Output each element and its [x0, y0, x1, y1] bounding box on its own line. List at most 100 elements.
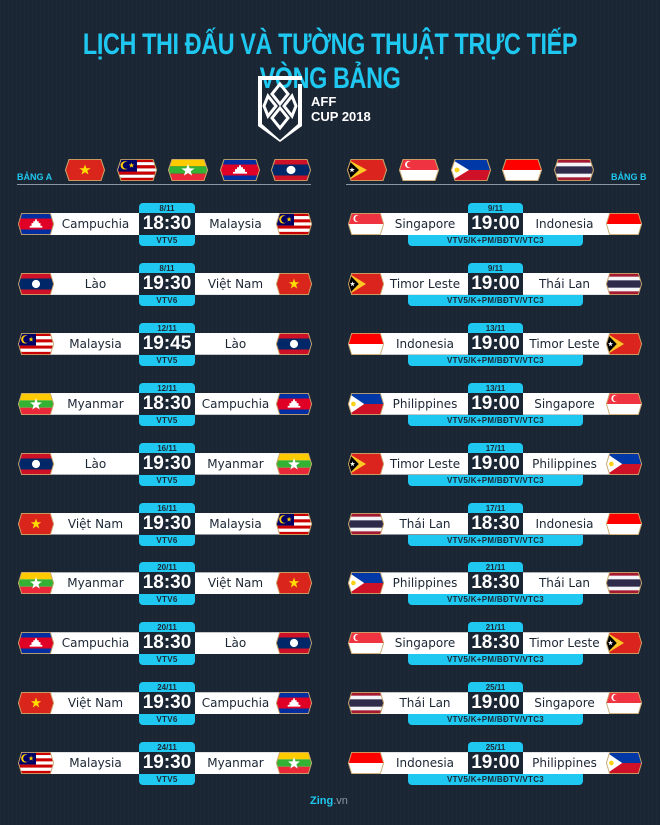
tv-channel: VTV5/K+PM/BĐTV/VTC3: [408, 534, 583, 546]
home-team: Myanmar: [67, 396, 124, 411]
aff-cup-logo: [258, 76, 302, 142]
flag-vietnam-icon: [65, 159, 105, 181]
match-date: 20/11: [139, 622, 195, 635]
match-row[interactable]: Việt Nam Malaysia 16/11 19:30 VTV6: [18, 502, 312, 546]
tv-channel: VTV6: [139, 714, 195, 726]
flag-philippines-icon: [348, 392, 384, 415]
flag-philippines-icon: [451, 159, 491, 181]
home-team: Việt Nam: [67, 516, 124, 531]
kickoff-time: 19:00: [468, 752, 523, 775]
tv-channel: VTV5: [139, 774, 195, 786]
home-team: Indonesia: [395, 756, 455, 771]
match-date: 13/11: [468, 382, 523, 395]
kickoff-time: 19:30: [139, 752, 195, 775]
kickoff-time: 19:30: [139, 512, 195, 535]
away-team: Indonesia: [535, 217, 594, 231]
home-team: Thái Lan: [399, 516, 451, 531]
match-date: 16/11: [139, 502, 195, 515]
home-team: Thái Lan: [399, 696, 451, 711]
match-row[interactable]: Campuchia Malaysia 8/11 18:30 VTV5: [18, 203, 312, 246]
away-team: Philippines: [532, 456, 597, 471]
away-team: Việt Nam: [207, 576, 264, 591]
home-team: Myanmar: [67, 576, 124, 591]
away-team: Timor Leste: [529, 636, 600, 651]
kickoff-time: 18:30: [139, 392, 195, 415]
match-date: 24/11: [139, 682, 195, 695]
flag-cambodia-icon: [276, 392, 312, 415]
tv-channel: VTV5/K+PM/BĐTV/VTC3: [408, 714, 583, 726]
away-team: Campuchia: [201, 396, 270, 411]
flag-malaysia-icon: [18, 752, 54, 775]
tv-channel: VTV6: [139, 294, 195, 306]
tv-channel: VTV5/K+PM/BĐTV/VTC3: [408, 474, 583, 486]
flag-laos-icon: [18, 452, 54, 475]
away-team: Malaysia: [209, 516, 262, 531]
flag-malaysia-icon: [276, 512, 312, 535]
home-team: Philippines: [392, 396, 458, 411]
kickoff-time: 19:30: [139, 692, 195, 715]
match-row[interactable]: Indonesia Philippines 25/11 19:00 VTV5/K…: [348, 742, 642, 786]
match-row[interactable]: Myanmar Việt Nam 20/11 18:30 VTV6: [18, 562, 312, 606]
flag-indonesia-icon: [606, 512, 642, 535]
match-row[interactable]: Lào Myanmar 16/11 19:30 VTV5: [18, 442, 312, 486]
match-row[interactable]: Việt Nam Campuchia 24/11 19:30 VTV6: [18, 682, 312, 726]
match-row[interactable]: Thái Lan Indonesia 17/11 18:30 VTV5/K+PM…: [348, 502, 642, 546]
match-row[interactable]: Timor Leste Philippines 17/11 19:00 VTV5…: [348, 442, 642, 486]
match-row[interactable]: Malaysia Lào 12/11 19:45 VTV5: [18, 322, 312, 366]
flag-thailand-icon: [606, 272, 642, 295]
flag-timor-leste-icon: [348, 272, 384, 295]
tv-channel: VTV5: [139, 654, 195, 666]
match-row[interactable]: Malaysia Myanmar 24/11 19:30 VTV5: [18, 742, 312, 786]
tv-channel: VTV5/K+PM/BĐTV/VTC3: [408, 774, 583, 786]
match-date: 20/11: [139, 562, 195, 575]
match-row[interactable]: Singapore Indonesia 9/11 19:00 VTV5/K+PM…: [348, 203, 642, 246]
match-row[interactable]: Thái Lan Singapore 25/11 19:00 VTV5/K+PM…: [348, 682, 642, 726]
flag-indonesia-icon: [348, 332, 384, 355]
kickoff-time: 19:00: [468, 452, 523, 475]
home-team: Timor Leste: [389, 456, 461, 471]
match-row[interactable]: Indonesia Timor Leste 13/11 19:00 VTV5/K…: [348, 322, 642, 366]
kickoff-time: 18:30: [468, 572, 523, 595]
home-team: Malaysia: [69, 756, 122, 771]
match-row[interactable]: Timor Leste Thái Lan 9/11 19:00 VTV5/K+P…: [348, 262, 642, 306]
logo-line2: CUP 2018: [311, 109, 371, 124]
match-row[interactable]: Lào Việt Nam 8/11 19:30 VTV6: [18, 262, 312, 306]
match-date: 17/11: [468, 442, 523, 455]
group-a-divider: [17, 184, 311, 185]
flag-thailand-icon: [348, 692, 384, 715]
away-team: Myanmar: [207, 756, 264, 771]
match-row[interactable]: Singapore Timor Leste 21/11 18:30 VTV5/K…: [348, 622, 642, 666]
away-team: Indonesia: [535, 516, 594, 531]
away-team: Lào: [224, 636, 247, 651]
match-row[interactable]: Philippines Singapore 13/11 19:00 VTV5/K…: [348, 382, 642, 426]
match-date: 8/11: [139, 262, 195, 275]
flag-cambodia-icon: [18, 632, 54, 655]
tv-channel: VTV5/K+PM/BĐTV/VTC3: [408, 235, 583, 246]
kickoff-time: 19:30: [139, 452, 195, 475]
home-team: Singapore: [394, 636, 456, 651]
flag-indonesia-icon: [502, 159, 542, 181]
home-team: Indonesia: [395, 336, 455, 351]
match-date: 21/11: [468, 622, 523, 635]
match-row[interactable]: Philippines Thái Lan 21/11 18:30 VTV5/K+…: [348, 562, 642, 606]
away-team: Myanmar: [207, 456, 264, 471]
home-team: Singapore: [394, 217, 456, 231]
flag-indonesia-icon: [606, 213, 642, 235]
flag-singapore-icon: [399, 159, 439, 181]
match-row[interactable]: Campuchia Lào 20/11 18:30 VTV5: [18, 622, 312, 666]
match-date: 16/11: [139, 442, 195, 455]
match-date: 24/11: [139, 742, 195, 755]
match-date: 12/11: [139, 382, 195, 395]
flag-timor-leste-icon: [348, 452, 384, 475]
away-team: Campuchia: [201, 696, 270, 711]
footer-brand: Zing.vn: [310, 795, 348, 807]
away-team: Việt Nam: [207, 276, 264, 291]
match-row[interactable]: Myanmar Campuchia 12/11 18:30 VTV5: [18, 382, 312, 426]
home-team: Lào: [84, 456, 107, 471]
tv-channel: VTV5/K+PM/BĐTV/VTC3: [408, 294, 583, 306]
away-team: Malaysia: [209, 217, 262, 231]
away-team: Thái Lan: [538, 576, 591, 591]
kickoff-time: 18:30: [139, 213, 195, 235]
kickoff-time: 18:30: [468, 632, 523, 655]
flag-cambodia-icon: [276, 692, 312, 715]
